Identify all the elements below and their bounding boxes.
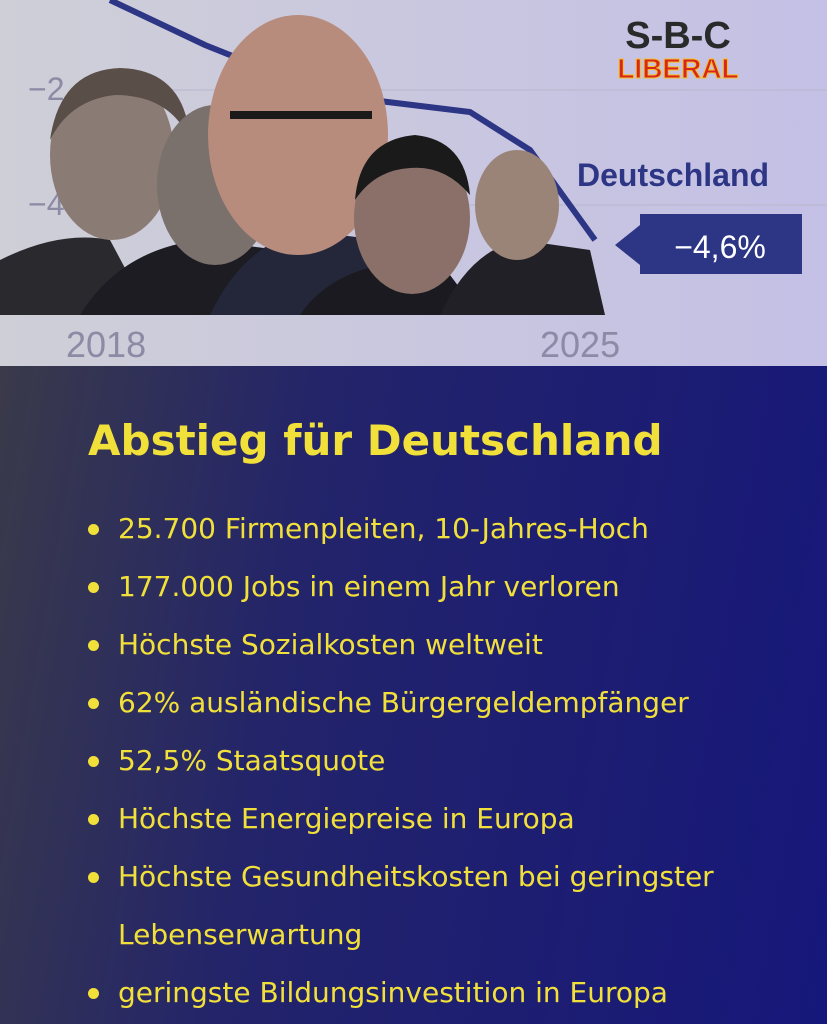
x-label: 2025	[540, 324, 620, 365]
bullet-item: 177.000 Jobs in einem Jahr verloren	[88, 558, 778, 616]
text-panel	[0, 366, 827, 1024]
x-label: 2018	[66, 324, 146, 365]
bullet-item: 52,5% Staatsquote	[88, 732, 778, 790]
value-callout	[615, 214, 802, 274]
y-label: −2	[28, 71, 64, 107]
title: Abstieg für Deutschland	[88, 416, 663, 465]
logo-top: S-B-C	[625, 15, 731, 57]
photo-group	[0, 15, 605, 315]
chart-graphic: −2 −4 2018 2025 Deutschland −4,6% S-B-C …	[0, 0, 827, 365]
bullet-item: geringste Bildungsinvestition in Europa	[88, 964, 778, 1022]
chart-header: −2 −4 2018 2025 Deutschland −4,6% S-B-C …	[0, 0, 827, 366]
series-label: Deutschland	[577, 157, 769, 193]
bullet-item: Höchste Sozialkosten weltweit	[88, 616, 778, 674]
logo-bottom: LIBERAL	[617, 53, 738, 84]
bullet-item: 62% ausländische Bürgergeldempfänger	[88, 674, 778, 732]
bullet-list: 25.700 Firmenpleiten, 10-Jahres-Hoch 177.…	[88, 500, 778, 1022]
value-label: −4,6%	[674, 229, 766, 265]
bullet-item: Höchste Energiepreise in Europa	[88, 790, 778, 848]
bullet-item: 25.700 Firmenpleiten, 10-Jahres-Hoch	[88, 500, 778, 558]
bullet-item: Höchste Gesundheitskosten bei geringster…	[88, 848, 778, 964]
